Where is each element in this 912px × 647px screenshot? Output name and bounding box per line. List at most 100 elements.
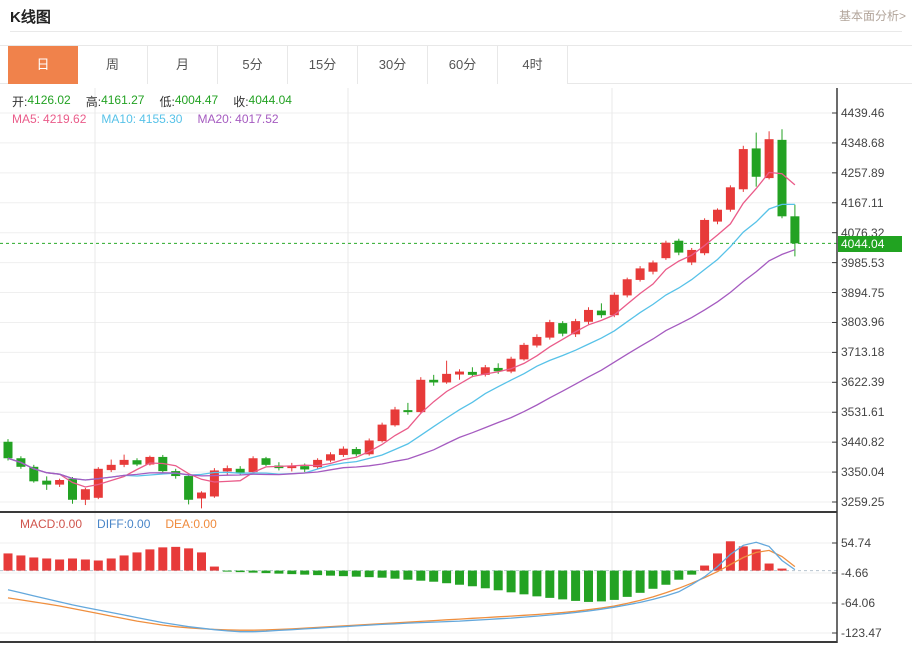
macd-axis-tick: -123.47	[841, 626, 882, 640]
price-axis-tick: 3622.39	[841, 375, 885, 390]
candle	[738, 149, 748, 190]
price-axis-tick: 3440.82	[841, 435, 885, 450]
low-label: 低:	[159, 95, 175, 109]
macd-bar	[261, 570, 271, 574]
candle	[648, 262, 658, 272]
macd-bar	[132, 552, 142, 571]
price-axis-tick: 4348.68	[841, 135, 885, 150]
macd-bar	[351, 570, 361, 577]
macd-bar	[429, 570, 439, 582]
candle	[687, 249, 697, 263]
candle	[674, 240, 684, 253]
ma5-legend: MA5: 4219.62	[12, 112, 87, 126]
macd-bar	[764, 563, 774, 571]
macd-bar	[3, 553, 13, 571]
tab-4时[interactable]: 4时	[498, 46, 568, 84]
candle	[713, 209, 722, 222]
candle	[132, 460, 142, 465]
macd-bar	[738, 546, 748, 571]
macd-bar	[674, 570, 684, 580]
kline-chart-canvas[interactable]	[0, 84, 912, 647]
macd-bar	[16, 555, 26, 571]
current-price-badge: 4044.04	[838, 235, 902, 252]
ohlc-legend: 开: 4126.02 高: 4161.27 低: 4004.47 收: 4044.04	[12, 93, 292, 110]
macd-bar	[171, 546, 181, 571]
candle	[558, 323, 568, 334]
price-axis-tick: 3531.61	[841, 405, 885, 420]
macd-bar	[119, 555, 129, 571]
candle	[764, 139, 774, 179]
candle	[467, 371, 477, 375]
page-title: K线图	[10, 9, 51, 26]
macd-bar	[622, 570, 632, 597]
macd-bar	[532, 570, 542, 597]
candle	[661, 242, 671, 259]
candle	[222, 468, 232, 472]
candle	[235, 468, 245, 473]
tab-周[interactable]: 周	[78, 46, 148, 84]
price-axis-tick: 4257.89	[841, 165, 885, 180]
open-label: 开:	[12, 95, 28, 109]
tab-日[interactable]: 日	[8, 46, 78, 84]
macd-axis-tick: -64.06	[841, 596, 876, 610]
macd-bar	[751, 549, 761, 571]
ma-legend: MA5: 4219.62 MA10: 4155.30 MA20: 4017.52	[12, 112, 279, 126]
macd-bar	[248, 570, 258, 573]
macd-bar	[338, 570, 348, 577]
macd-bar	[545, 570, 555, 598]
candle	[429, 379, 439, 383]
close-value: 4044.04	[248, 93, 292, 107]
candle	[403, 410, 413, 413]
tab-月[interactable]: 月	[148, 46, 218, 84]
macd-bar	[713, 553, 722, 571]
macd-bar	[648, 570, 658, 589]
macd-bar	[209, 566, 219, 571]
candle	[480, 367, 490, 375]
candle	[571, 321, 581, 335]
candle	[3, 441, 13, 459]
candle	[55, 479, 65, 485]
tab-30分[interactable]: 30分	[358, 46, 428, 84]
macd-bar	[145, 549, 155, 571]
close-label: 收:	[233, 95, 249, 109]
ma10-legend: MA10: 4155.30	[101, 112, 183, 126]
price-axis-tick: 3894.75	[841, 285, 885, 300]
macd-bar	[300, 570, 310, 575]
macd-axis-tick: -4.66	[841, 566, 869, 580]
candle	[442, 373, 452, 383]
tab-60分[interactable]: 60分	[428, 46, 498, 84]
macd-bar	[493, 570, 503, 591]
price-axis-tick: 3350.04	[841, 465, 885, 480]
macd-bar	[93, 560, 103, 571]
diff-line	[7, 541, 796, 633]
ma20-line	[7, 249, 796, 481]
macd-bar	[197, 552, 206, 571]
candle	[313, 459, 323, 468]
macd-bar	[106, 558, 116, 571]
tab-5分[interactable]: 5分	[218, 46, 288, 84]
macd-bar	[777, 568, 787, 571]
macd-bar	[571, 570, 581, 601]
macd-bar	[29, 557, 39, 571]
candle	[351, 449, 361, 455]
fundamental-analysis-link[interactable]: 基本面分析>	[838, 9, 906, 23]
candle	[261, 458, 271, 465]
candle	[790, 216, 800, 244]
macd-bar	[467, 570, 477, 587]
macd-bar	[519, 570, 529, 595]
candle	[377, 424, 387, 442]
candle	[184, 476, 194, 500]
candle	[519, 344, 529, 360]
macd-bar	[80, 559, 90, 571]
price-axis-tick: 4167.11	[841, 195, 884, 210]
candle	[493, 367, 503, 372]
price-axis-tick: 3985.53	[841, 255, 885, 270]
price-axis-tick: 4439.46	[841, 106, 885, 120]
kline-chart-area: 开: 4126.02 高: 4161.27 低: 4004.47 收: 4044.04 …	[0, 84, 912, 647]
candle	[584, 309, 593, 322]
tab-15分[interactable]: 15分	[288, 46, 358, 84]
macd-axis-tick: 54.74	[841, 536, 872, 550]
candle	[609, 294, 619, 316]
macd-bar	[158, 547, 168, 571]
candle	[248, 458, 258, 473]
